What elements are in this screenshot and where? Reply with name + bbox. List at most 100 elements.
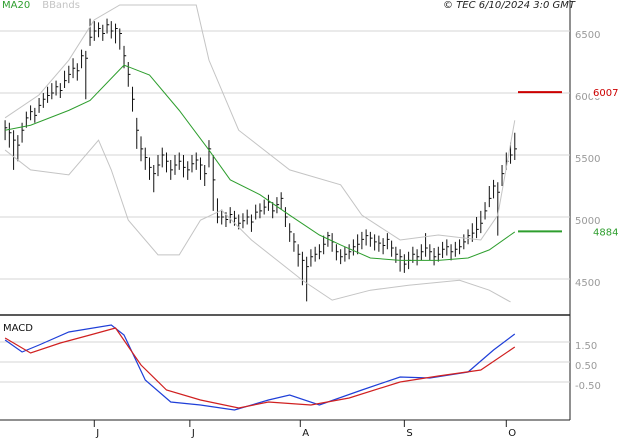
price-bar [369, 231, 373, 247]
price-bar [136, 117, 139, 149]
price-bar [493, 179, 496, 199]
y-tick-label: 5500 [575, 154, 600, 165]
x-tick-label: J [191, 428, 195, 439]
price-bar [463, 234, 467, 250]
x-tick-label: O [508, 428, 516, 439]
price-bar [55, 80, 59, 96]
y-tick-label: 6500 [575, 30, 600, 41]
price-bar [348, 244, 352, 260]
price-bar [42, 93, 46, 108]
price-bar [365, 229, 369, 246]
price-bar [429, 244, 433, 261]
price-bar [386, 233, 390, 250]
price-bar [501, 164, 505, 187]
price-bar [459, 239, 462, 255]
price-bar [140, 136, 144, 162]
price-bar [314, 246, 318, 262]
price-bar [204, 164, 207, 187]
price-bar [8, 122, 12, 148]
price-bar [242, 213, 246, 229]
price-bar [199, 157, 203, 180]
price-bar [178, 152, 182, 170]
price-bar [144, 147, 148, 170]
price-bar [81, 49, 84, 69]
price-bar [64, 70, 67, 89]
price-bar [323, 235, 326, 255]
x-tick-label: S [406, 428, 412, 439]
price-bar [102, 24, 105, 41]
price-bar [480, 210, 484, 234]
price-bar [72, 58, 76, 79]
indicator-line [5, 64, 516, 261]
price-bar [17, 135, 21, 162]
price-bar [13, 130, 16, 170]
price-bar [93, 21, 97, 41]
level-label-bg [590, 225, 620, 238]
price-bar [85, 50, 88, 100]
price-bar [310, 249, 314, 267]
price-bar [132, 86, 135, 112]
copyright: © TEC 6/10/2024 3:0 GMT [443, 0, 576, 11]
price-bar [21, 122, 25, 143]
price-bar [68, 65, 72, 84]
indicator-line [4, 4, 516, 241]
price-bar [374, 234, 377, 251]
price-bar [191, 155, 195, 173]
indicator-line [4, 139, 511, 303]
price-bar [174, 155, 178, 175]
price-bar [98, 22, 101, 38]
price-bar [484, 202, 488, 220]
price-bar [450, 244, 454, 261]
price-bar [382, 238, 386, 255]
price-bar [76, 63, 80, 81]
price-bar [344, 246, 348, 262]
price-bar [229, 207, 233, 224]
price-bar [280, 192, 284, 210]
price-bar [59, 83, 63, 98]
price-bar [119, 28, 122, 50]
price-bar [467, 229, 471, 245]
macd-line [4, 324, 516, 411]
price-bar [149, 157, 152, 180]
y-tick-label: 6000 [575, 92, 600, 103]
y-tick-label: -0.50 [575, 381, 601, 392]
price-bar [157, 155, 161, 177]
price-bar [216, 198, 220, 224]
price-bar [420, 244, 424, 261]
price-bar [318, 244, 322, 260]
price-bar [514, 132, 517, 160]
price-bar [165, 152, 169, 173]
price-bar [293, 233, 297, 252]
price-bar [161, 147, 165, 168]
level-label: 4884 [593, 227, 618, 238]
y-tick-label: 4500 [575, 278, 600, 289]
price-bar [250, 214, 254, 232]
price-bar [284, 207, 288, 227]
price-bar [340, 249, 343, 265]
price-bar [446, 239, 450, 256]
price-bar [476, 217, 479, 239]
y-tick-label: 0.50 [575, 361, 597, 372]
price-bar [454, 241, 458, 257]
y-tick-label: 1.50 [575, 341, 597, 352]
macd-line [4, 327, 516, 409]
price-bar [352, 239, 356, 256]
price-bar [357, 234, 360, 255]
price-bar [30, 105, 33, 121]
legend-entry: BBands [42, 0, 80, 11]
macd-title: MACD [3, 323, 33, 334]
price-bar [276, 197, 280, 214]
level-label-bg [590, 86, 620, 99]
price-bar [208, 140, 212, 168]
price-bar [361, 231, 365, 250]
price-bar [335, 244, 339, 261]
price-bar [106, 18, 110, 34]
price-bar [51, 83, 55, 100]
price-bar [47, 86, 50, 103]
price-bar [170, 159, 173, 180]
price-bar [187, 161, 190, 180]
price-bar [378, 235, 382, 252]
